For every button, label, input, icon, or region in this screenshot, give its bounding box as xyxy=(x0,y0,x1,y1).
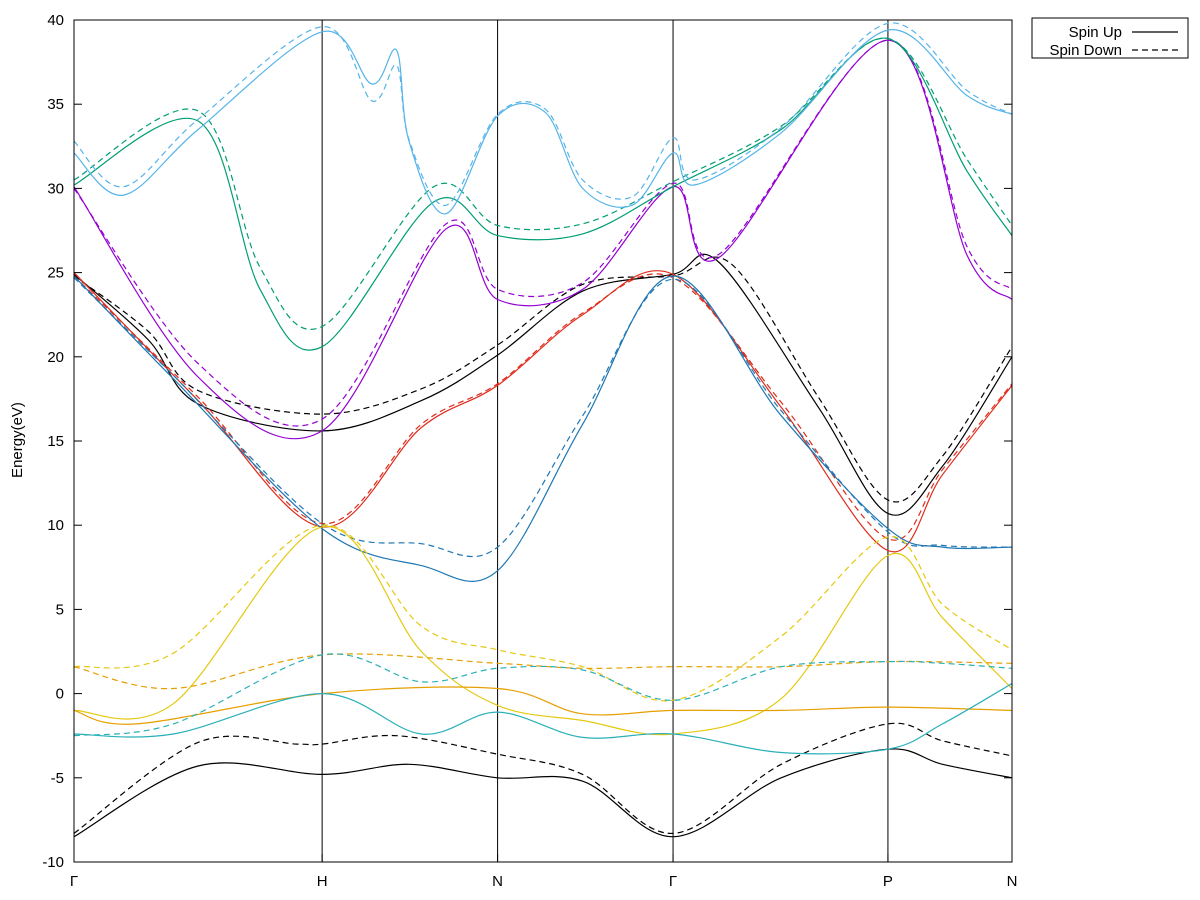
band-line-spin-down xyxy=(74,39,1012,427)
plot-area xyxy=(321,20,889,862)
y-tick-label: 15 xyxy=(47,433,64,450)
band-line-spin-down xyxy=(74,37,1012,330)
y-tick-label: -10 xyxy=(42,854,64,871)
y-tick-label: 5 xyxy=(56,601,64,618)
x-tick-label: N xyxy=(492,873,503,890)
axes: -10 -5 0 5 10 15 20 25 30 35 40 Γ H N Γ P N xyxy=(42,12,1017,890)
y-tick-label: 25 xyxy=(47,265,64,282)
band-line-spin-down xyxy=(74,256,1012,503)
band-line-spin-down xyxy=(74,722,1012,835)
legend-box xyxy=(1031,17,1189,59)
y-tick-label: 35 xyxy=(47,96,64,113)
band-line-spin-down xyxy=(74,524,1012,702)
band-line-spin-down xyxy=(74,273,1012,541)
y-tick-label: 30 xyxy=(47,180,64,197)
y-tick-label: 0 xyxy=(56,686,64,703)
band-line-spin-up xyxy=(74,270,1012,553)
x-tick-label: Γ xyxy=(70,873,78,890)
x-tick-label: H xyxy=(317,873,328,890)
y-tick-label: -5 xyxy=(51,770,64,787)
x-tick-label: Γ xyxy=(669,873,677,890)
band-line-spin-down xyxy=(74,653,1012,690)
y-axis-label: Energy(eV) xyxy=(9,402,26,478)
band-line-spin-up xyxy=(74,682,1012,755)
legend-label: Spin Up xyxy=(1069,24,1122,41)
band-line-spin-up xyxy=(74,29,1012,215)
band-line-spin-down xyxy=(74,277,1012,558)
band-line-spin-up xyxy=(74,253,1012,516)
legend-label: Spin Down xyxy=(1049,42,1122,59)
band-line-spin-up xyxy=(74,686,1012,725)
band-line-spin-down xyxy=(74,653,1012,737)
y-tick-label: 10 xyxy=(47,517,64,534)
y-tick-label: 40 xyxy=(47,12,64,29)
plot-frame xyxy=(73,19,1013,863)
x-tick-label: P xyxy=(883,873,893,890)
series-layer xyxy=(74,22,1012,838)
y-tick-label: 20 xyxy=(47,349,64,366)
band-line-spin-up xyxy=(74,275,1012,582)
band-line-spin-up xyxy=(74,37,1012,351)
band-line-spin-down xyxy=(74,22,1012,206)
band-line-spin-up xyxy=(74,526,1012,736)
x-tick-label: N xyxy=(1007,873,1018,890)
